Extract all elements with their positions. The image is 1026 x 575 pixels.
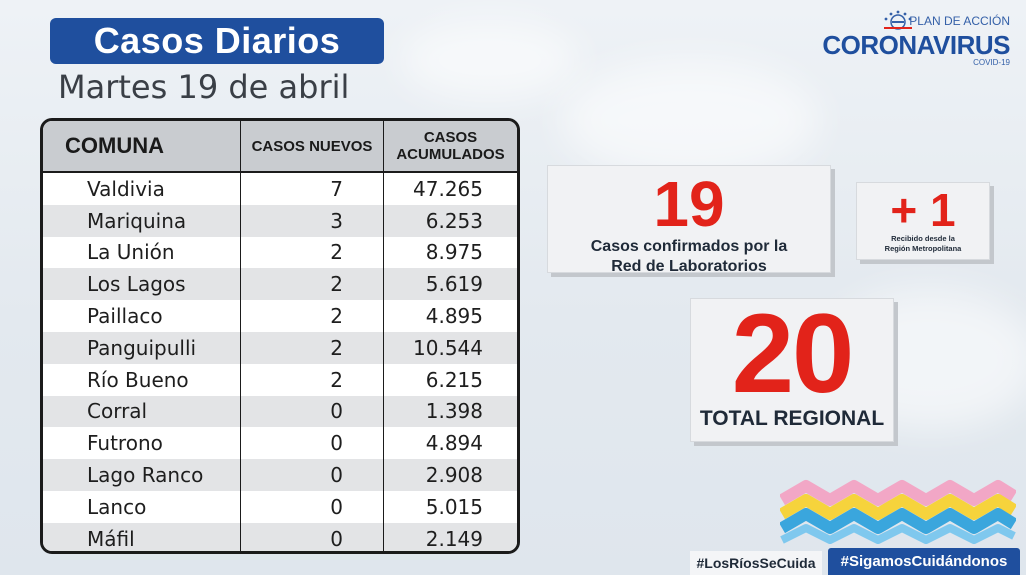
row-acumulados: 5.015	[383, 490, 517, 523]
hashtag-los-rios: #LosRíosSeCuida	[690, 551, 822, 575]
laboratorios-label-1: Casos confirmados por la	[590, 238, 788, 255]
row-nuevos: 2	[240, 268, 384, 301]
logo-sub-text: COVID-19	[973, 58, 1010, 67]
row-acumulados: 4.895	[383, 300, 517, 332]
row-comuna: Valdivia	[43, 172, 241, 205]
row-acumulados: 8.975	[383, 236, 517, 269]
row-acumulados: 4.894	[383, 427, 517, 460]
row-nuevos: 0	[240, 427, 384, 460]
table-row: Río Bueno 2 6.215	[43, 363, 517, 396]
row-comuna: La Unión	[43, 236, 241, 269]
table-row: Máfil 0 2.149	[43, 522, 517, 551]
cases-table: COMUNA CASOS NUEVOS CASOS ACUMULADOS Val…	[40, 118, 520, 554]
row-nuevos: 2	[240, 331, 384, 364]
row-nuevos: 0	[240, 395, 384, 428]
total-label: TOTAL REGIONAL	[699, 407, 885, 430]
table-row: Lanco 0 5.015	[43, 490, 517, 523]
background-cloud	[400, 20, 580, 100]
metropolitana-label-1: Recibido desde la	[891, 234, 955, 243]
table-row: Mariquina 3 6.253	[43, 204, 517, 237]
row-acumulados: 5.619	[383, 268, 517, 301]
header-casos-acumulados: CASOS ACUMULADOS	[383, 121, 517, 173]
row-comuna: Lanco	[43, 490, 241, 523]
row-nuevos: 2	[240, 300, 384, 332]
row-nuevos: 0	[240, 490, 384, 523]
row-comuna: Los Lagos	[43, 268, 241, 301]
header-casos-nuevos: CASOS NUEVOS	[240, 121, 384, 173]
row-acumulados: 1.398	[383, 395, 517, 428]
table-header-row: COMUNA CASOS NUEVOS CASOS ACUMULADOS	[43, 121, 517, 173]
table-row: La Unión 2 8.975	[43, 236, 517, 269]
row-acumulados: 6.253	[383, 204, 517, 237]
total-value: 20	[731, 291, 855, 416]
row-comuna: Paillaco	[43, 300, 241, 332]
table-row: Panguipulli 2 10.544	[43, 331, 517, 364]
row-comuna: Máfil	[43, 522, 241, 551]
row-comuna: Futrono	[43, 427, 241, 460]
row-acumulados: 2.149	[383, 522, 517, 551]
card-metropolitana: + 1 Recibido desde la Región Metropolita…	[856, 182, 990, 260]
table-row: Futrono 0 4.894	[43, 427, 517, 460]
row-nuevos: 2	[240, 236, 384, 269]
row-acumulados: 6.215	[383, 363, 517, 396]
table-row: Valdivia 7 47.265	[43, 172, 517, 205]
laboratorios-label-2: Red de Laboratorios	[611, 258, 767, 275]
logo-name-text: CORONAVIRUS	[822, 30, 1010, 60]
card-laboratorios: 19 Casos confirmados por la Red de Labor…	[547, 165, 831, 275]
colored-waves-icon	[780, 480, 1016, 544]
logo-plan-text: PLAN DE ACCIÓN	[909, 14, 1010, 28]
row-nuevos: 7	[240, 172, 384, 205]
row-nuevos: 2	[240, 363, 384, 396]
row-comuna: Corral	[43, 395, 241, 428]
table-row: Paillaco 2 4.895	[43, 300, 517, 332]
row-acumulados: 10.544	[383, 331, 517, 364]
row-nuevos: 0	[240, 522, 384, 551]
row-comuna: Mariquina	[43, 204, 241, 237]
table-row: Los Lagos 2 5.619	[43, 268, 517, 301]
row-acumulados: 47.265	[383, 172, 517, 205]
table-row: Corral 0 1.398	[43, 395, 517, 428]
row-comuna: Lago Ranco	[43, 459, 241, 491]
laboratorios-value: 19	[653, 168, 725, 240]
header-comuna: COMUNA	[43, 121, 241, 173]
page-date: Martes 19 de abril	[58, 68, 350, 106]
government-emblem-icon	[884, 10, 912, 30]
row-comuna: Río Bueno	[43, 363, 241, 396]
background-cloud	[560, 60, 820, 180]
metropolitana-label-2: Región Metropolitana	[884, 244, 962, 253]
table-row: Lago Ranco 0 2.908	[43, 459, 517, 491]
row-acumulados: 2.908	[383, 459, 517, 491]
row-comuna: Panguipulli	[43, 331, 241, 364]
page-title: Casos Diarios	[50, 18, 384, 64]
row-nuevos: 3	[240, 204, 384, 237]
metropolitana-value: + 1	[890, 184, 956, 236]
hashtag-sigamos: #SigamosCuidándonos	[828, 548, 1020, 575]
card-total-regional: 20 TOTAL REGIONAL	[690, 298, 894, 442]
coronavirus-logo: PLAN DE ACCIÓN CORONAVIRUS COVID-19	[822, 10, 1010, 68]
row-nuevos: 0	[240, 459, 384, 491]
